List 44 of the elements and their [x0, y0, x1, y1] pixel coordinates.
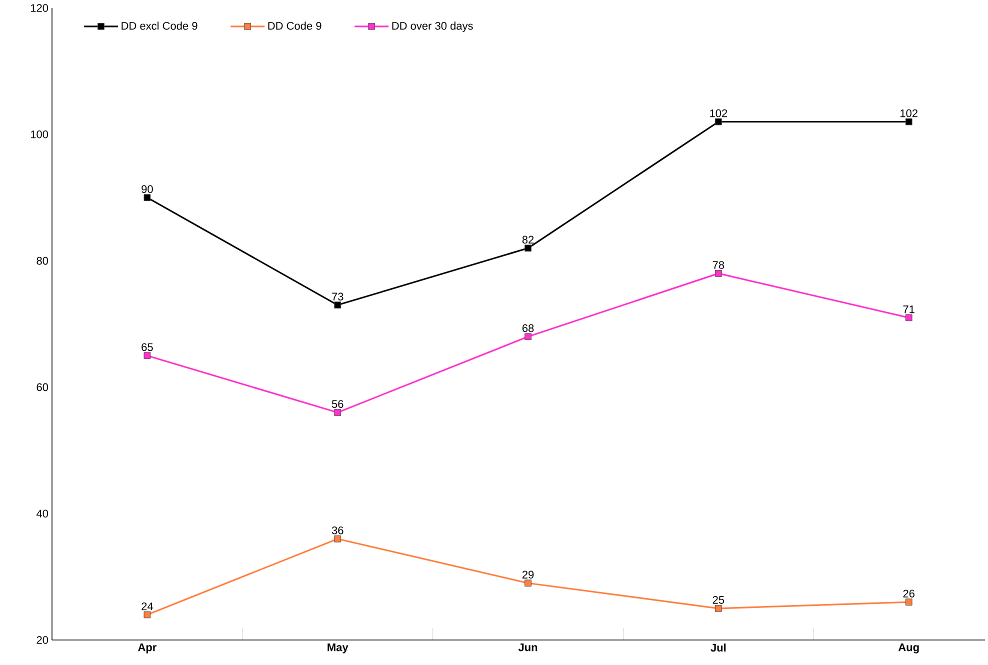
y-tick-label: 120 [30, 4, 48, 12]
point [524, 580, 532, 587]
point [905, 314, 912, 322]
data-label: 36 [332, 526, 344, 534]
point [144, 611, 151, 618]
legend-label: DD Code 9 [268, 22, 322, 30]
y-tick-label: 80 [36, 256, 48, 265]
y-tick-label: 40 [36, 510, 48, 518]
x-tick-label: Aug [898, 644, 919, 654]
data-label: 29 [522, 570, 534, 579]
point [524, 244, 532, 252]
data-label: 65 [142, 343, 153, 352]
x-tick-label: Jul [710, 644, 726, 652]
point [334, 409, 342, 416]
y-tick-label: 60 [36, 383, 48, 392]
data-label: 102 [900, 109, 918, 118]
data-label: 24 [142, 602, 153, 610]
point [714, 270, 722, 277]
x-tick-label: Jun [518, 644, 538, 652]
data-label: 26 [903, 590, 914, 598]
point [714, 118, 722, 126]
data-label: 102 [710, 109, 728, 118]
data-label: 90 [142, 185, 153, 194]
legend-label: DD excl Code 9 [122, 22, 198, 30]
data-label: 68 [522, 324, 534, 332]
point [334, 535, 342, 542]
point [334, 302, 342, 308]
point [524, 333, 532, 340]
data-label: 73 [332, 292, 344, 300]
point [905, 118, 912, 126]
x-tick-label: Apr [138, 644, 157, 654]
data-label: 78 [712, 261, 724, 269]
point [905, 598, 912, 606]
legend-label: DD over 30 days [392, 22, 473, 32]
data-label: 82 [522, 236, 534, 244]
y-tick-label: 100 [30, 130, 48, 138]
data-label: 71 [903, 306, 914, 314]
point [714, 604, 722, 612]
point [144, 194, 151, 202]
point [144, 352, 151, 360]
data-label: 25 [712, 596, 724, 604]
x-tick-label: May [328, 644, 348, 654]
y-tick-label: 20 [36, 636, 48, 644]
data-label: 56 [332, 400, 344, 408]
